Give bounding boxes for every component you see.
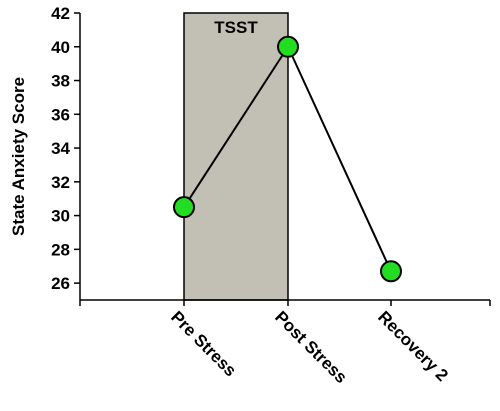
x-axis: Pre Stress Post Stress Recovery 2: [79, 299, 491, 387]
tsst-band: [183, 12, 289, 301]
data-point: [173, 196, 195, 219]
y-tick-label: 38: [51, 72, 70, 91]
y-tick-label: 28: [51, 240, 70, 259]
series-line-group: [173, 35, 402, 283]
y-axis: 26 28 30 32 34 36 38 40 42: [51, 4, 81, 300]
y-axis-label: State Anxiety Score: [9, 77, 28, 236]
tsst-band-label: TSST: [214, 18, 258, 37]
y-tick-label: 32: [51, 173, 70, 192]
data-point: [380, 260, 402, 283]
x-category-label: Recovery 2: [374, 307, 452, 385]
y-tick-label: 34: [51, 139, 70, 158]
data-point: [277, 35, 299, 58]
y-tick-label: 42: [51, 4, 70, 23]
y-tick-label: 36: [51, 105, 70, 124]
y-tick-label: 26: [51, 274, 70, 293]
y-tick-label: 40: [51, 38, 70, 57]
y-tick-label: 30: [51, 207, 70, 226]
x-category-label: Pre Stress: [167, 307, 240, 380]
x-category-label: Post Stress: [271, 307, 351, 387]
